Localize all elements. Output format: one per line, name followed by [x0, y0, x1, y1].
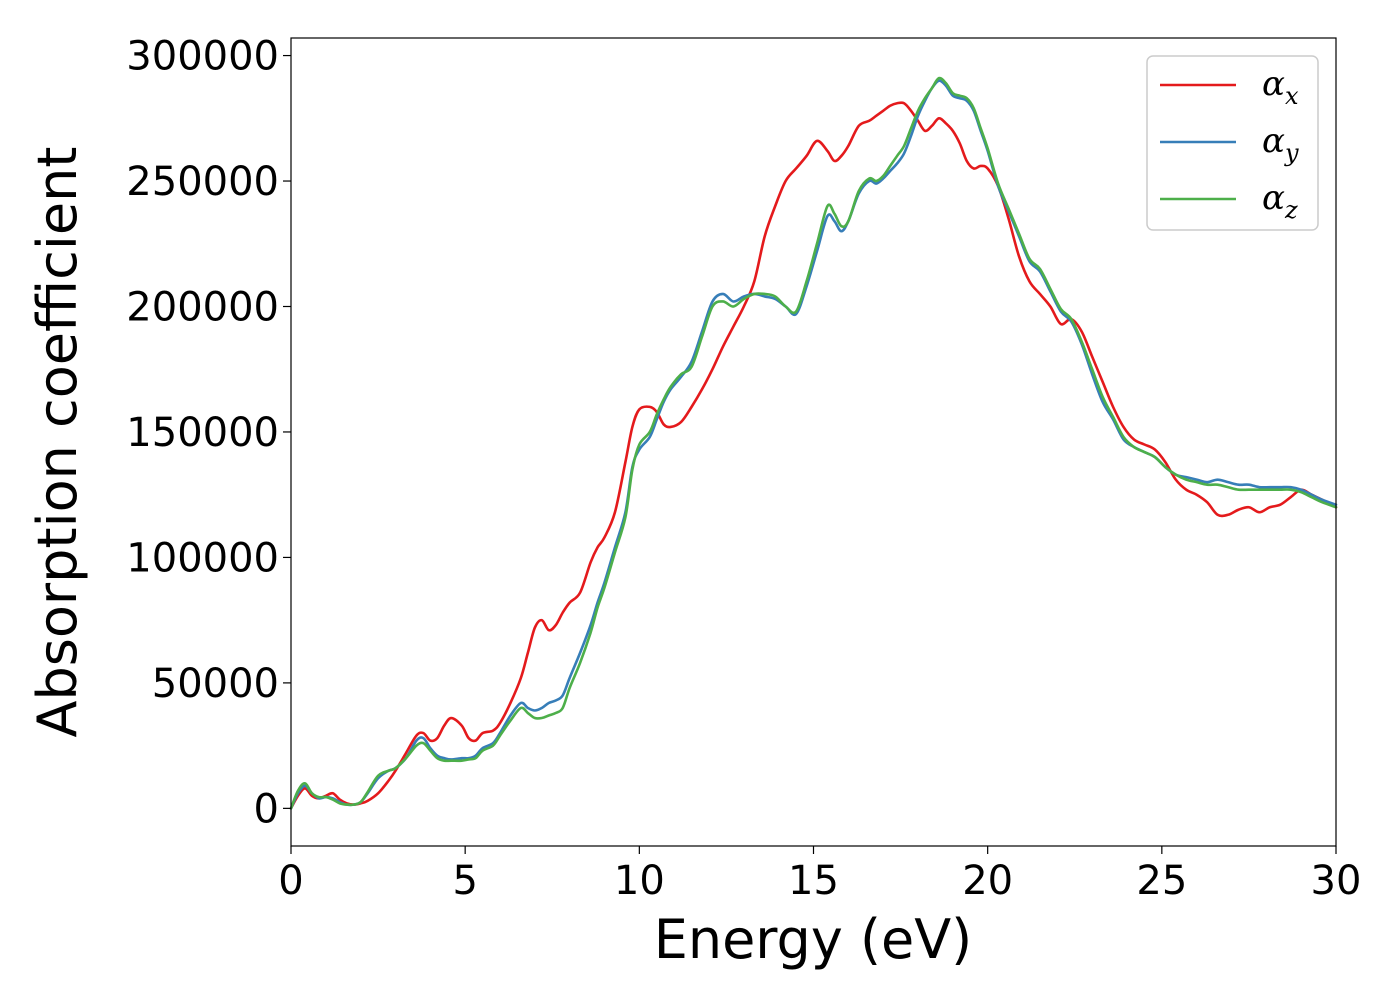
x-tick-label: 20	[962, 858, 1013, 904]
x-tick-label: 25	[1136, 858, 1187, 904]
y-tick-label: 250000	[126, 159, 279, 205]
x-tick-label: 0	[278, 858, 303, 904]
x-tick-label: 5	[452, 858, 477, 904]
y-tick-label: 0	[254, 786, 279, 832]
legend-label-x: αx	[1262, 64, 1299, 110]
legend-label-z: αz	[1262, 178, 1298, 224]
series-line-x	[289, 101, 1338, 810]
y-tick-label: 150000	[126, 410, 279, 456]
legend: αx αy αz	[1146, 55, 1319, 231]
y-tick-label: 300000	[126, 34, 279, 80]
series-line-z	[289, 76, 1338, 810]
legend-label-y: αy	[1262, 121, 1299, 167]
y-tick-label: 100000	[126, 535, 279, 581]
y-tick-label: 200000	[126, 284, 279, 330]
series-layer	[289, 76, 1338, 810]
x-tick-label: 30	[1311, 858, 1362, 904]
x-tick-label: 10	[614, 858, 665, 904]
y-axis-ticks: 0 50000 100000 150000 200000 250000 300000	[126, 34, 291, 832]
x-axis-ticks: 0 5 10 15 20 25 30	[278, 846, 1361, 904]
x-axis-title: Energy (eV)	[654, 908, 973, 971]
x-tick-label: 15	[788, 858, 839, 904]
y-axis-title: Absorption coefficient	[26, 147, 89, 738]
y-tick-label: 50000	[152, 661, 279, 707]
legend-items: αx αy αz	[1160, 64, 1299, 224]
